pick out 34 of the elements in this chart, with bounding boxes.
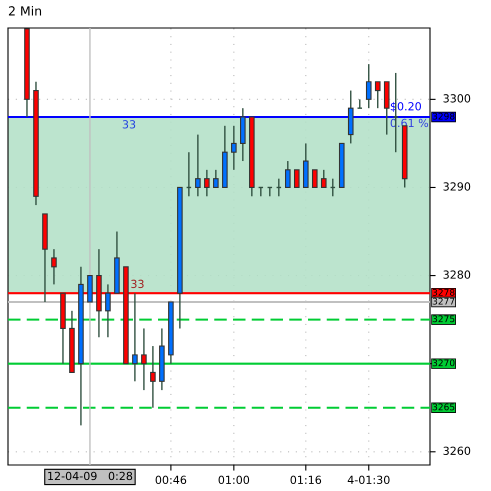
candlestick (284, 160, 291, 188)
ref-line-label: 3278 (432, 288, 454, 296)
candlestick (51, 248, 57, 286)
candlestick (374, 81, 381, 109)
annotation: 33 (131, 280, 144, 288)
x-tick-label: 00:46 (156, 476, 186, 484)
candlestick (204, 169, 210, 197)
candlestick (294, 169, 300, 188)
chart-title: 2 Min (8, 6, 42, 16)
ref-line-label: 3275 (432, 315, 454, 322)
ref-line-label: 3277 (432, 298, 454, 305)
candlestick (195, 134, 201, 197)
candlestick (320, 169, 327, 188)
y-tick-label: 3290 (444, 182, 470, 191)
candlestick (356, 98, 363, 109)
candlestick (132, 292, 138, 382)
x-tick-label: 01:00 (218, 476, 250, 484)
candlestick (312, 169, 318, 188)
y-tick-label: 3300 (444, 94, 470, 103)
candlestick (213, 169, 219, 188)
candlestick (150, 345, 156, 408)
x-tick-label: 01:16 (290, 476, 322, 484)
y-tick-label: 3260 (444, 446, 470, 456)
annotation: 33 (122, 120, 136, 129)
x-tick-label: 4-01:30 (348, 476, 390, 484)
ref-line-label: 3265 (432, 404, 454, 410)
candlestick (105, 284, 111, 338)
y-tick-label: 3280 (444, 270, 470, 279)
ref-line-label: 12-04-09 0:28 (48, 472, 132, 480)
ref-line-label: 3270 (432, 359, 454, 366)
ref-line-label: 3298 (432, 112, 454, 120)
candlestick (141, 328, 147, 391)
candlestick (366, 63, 372, 109)
candlestick (231, 125, 237, 171)
